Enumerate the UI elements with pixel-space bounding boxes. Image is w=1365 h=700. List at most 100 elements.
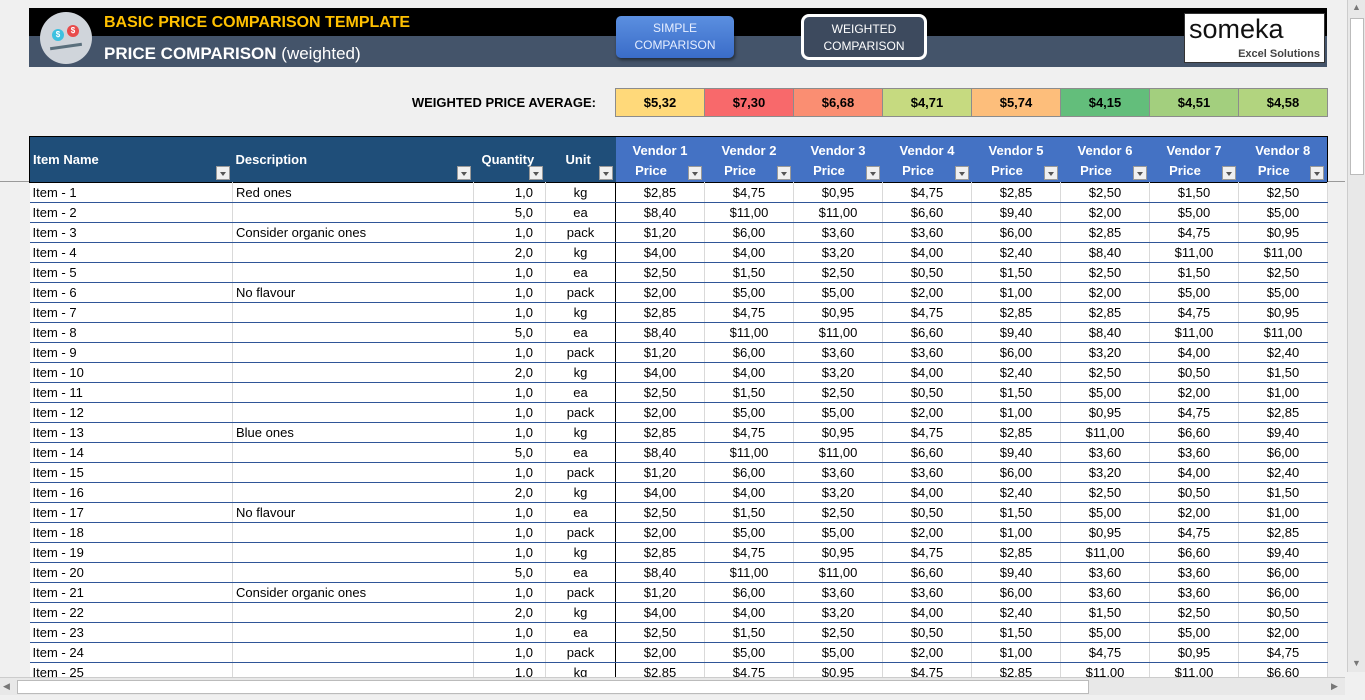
unit-cell[interactable]: pack (545, 282, 616, 303)
filter-dropdown-icon[interactable] (528, 166, 543, 180)
vendor-7-price-cell[interactable]: $0,50 (1149, 362, 1239, 383)
vendor-5-price-cell[interactable]: $2,85 (971, 182, 1061, 203)
quantity-cell[interactable]: 1,0 (473, 422, 546, 443)
quantity-cell[interactable]: 1,0 (473, 302, 546, 323)
vendor-4-price-cell[interactable]: $4,00 (882, 242, 972, 263)
item-name-cell[interactable]: Item - 14 (29, 442, 233, 463)
description-cell[interactable] (232, 382, 474, 403)
vendor-6-price-cell[interactable]: $8,40 (1060, 322, 1150, 343)
vendor-5-price-cell[interactable]: $1,50 (971, 622, 1061, 643)
vendor-5-price-cell[interactable]: $1,00 (971, 402, 1061, 423)
vendor-1-price-cell[interactable]: $2,85 (615, 422, 705, 443)
quantity-cell[interactable]: 2,0 (473, 242, 546, 263)
description-cell[interactable] (232, 362, 474, 383)
vendor-1-price-cell[interactable]: $2,00 (615, 402, 705, 423)
unit-cell[interactable]: kg (545, 542, 616, 563)
quantity-cell[interactable]: 1,0 (473, 582, 546, 603)
vendor-4-price-cell[interactable]: $2,00 (882, 282, 972, 303)
vendor-6-price-cell[interactable]: $0,95 (1060, 402, 1150, 423)
vendor-3-price-cell[interactable]: $2,50 (793, 502, 883, 523)
vendor-3-price-cell[interactable]: $5,00 (793, 642, 883, 663)
vendor-5-price-cell[interactable]: $6,00 (971, 342, 1061, 363)
vendor-8-price-cell[interactable]: $1,50 (1238, 362, 1328, 383)
vendor-5-price-cell[interactable]: $2,40 (971, 362, 1061, 383)
vendor-5-price-cell[interactable]: $9,40 (971, 442, 1061, 463)
vendor-1-price-cell[interactable]: $8,40 (615, 322, 705, 343)
quantity-cell[interactable]: 1,0 (473, 182, 546, 203)
item-name-cell[interactable]: Item - 13 (29, 422, 233, 443)
vendor-5-price-cell[interactable]: $2,40 (971, 242, 1061, 263)
scroll-left-icon[interactable]: ◀ (3, 681, 10, 691)
vendor-6-price-cell[interactable]: $2,50 (1060, 262, 1150, 283)
vendor-7-price-cell[interactable]: $4,00 (1149, 342, 1239, 363)
vendor-2-price-cell[interactable]: $6,00 (704, 462, 794, 483)
filter-dropdown-icon[interactable] (1310, 166, 1324, 180)
vendor-3-price-cell[interactable]: $11,00 (793, 442, 883, 463)
vendor-1-price-cell[interactable]: $8,40 (615, 562, 705, 583)
vendor-1-price-cell[interactable]: $1,20 (615, 222, 705, 243)
description-cell[interactable]: Consider organic ones (232, 222, 474, 243)
vendor-5-price-cell[interactable]: $6,00 (971, 462, 1061, 483)
vendor-5-price-cell[interactable]: $2,85 (971, 422, 1061, 443)
quantity-cell[interactable]: 5,0 (473, 322, 546, 343)
vendor-1-price-cell[interactable]: $2,85 (615, 542, 705, 563)
vendor-8-price-cell[interactable]: $2,85 (1238, 402, 1328, 423)
vendor-5-price-cell[interactable]: $9,40 (971, 322, 1061, 343)
vendor-3-price-cell[interactable]: $3,20 (793, 362, 883, 383)
unit-cell[interactable]: ea (545, 202, 616, 223)
quantity-cell[interactable]: 1,0 (473, 222, 546, 243)
quantity-cell[interactable]: 1,0 (473, 522, 546, 543)
vendor-7-price-cell[interactable]: $11,00 (1149, 242, 1239, 263)
vendor-4-price-cell[interactable]: $4,00 (882, 362, 972, 383)
vendor-8-price-cell[interactable]: $9,40 (1238, 422, 1328, 443)
vendor-2-price-cell[interactable]: $4,00 (704, 482, 794, 503)
quantity-cell[interactable]: 1,0 (473, 462, 546, 483)
vendor-7-price-cell[interactable]: $4,75 (1149, 522, 1239, 543)
vendor-6-price-cell[interactable]: $1,50 (1060, 602, 1150, 623)
vendor-4-price-cell[interactable]: $3,60 (882, 462, 972, 483)
vendor-4-price-cell[interactable]: $4,00 (882, 602, 972, 623)
unit-cell[interactable]: kg (545, 182, 616, 203)
vendor-1-price-cell[interactable]: $8,40 (615, 202, 705, 223)
filter-dropdown-icon[interactable] (776, 166, 791, 180)
vendor-6-price-cell[interactable]: $8,40 (1060, 242, 1150, 263)
item-name-cell[interactable]: Item - 17 (29, 502, 233, 523)
vendor-2-price-cell[interactable]: $4,75 (704, 302, 794, 323)
vendor-7-price-cell[interactable]: $3,60 (1149, 442, 1239, 463)
unit-cell[interactable]: kg (545, 602, 616, 623)
simple-comparison-button[interactable]: SIMPLE COMPARISON (616, 16, 734, 58)
scroll-right-icon[interactable]: ▶ (1331, 681, 1338, 691)
vendor-4-price-cell[interactable]: $4,75 (882, 182, 972, 203)
vendor-7-price-cell[interactable]: $5,00 (1149, 202, 1239, 223)
vendor-8-price-cell[interactable]: $11,00 (1238, 242, 1328, 263)
vendor-8-price-cell[interactable]: $0,50 (1238, 602, 1328, 623)
vendor-8-price-cell[interactable]: $2,00 (1238, 622, 1328, 643)
horizontal-scrollbar[interactable]: ◀ ▶ (0, 677, 1345, 695)
vendor-6-price-cell[interactable]: $2,50 (1060, 182, 1150, 203)
quantity-cell[interactable]: 1,0 (473, 642, 546, 663)
filter-dropdown-icon[interactable] (865, 166, 880, 180)
vendor-4-price-cell[interactable]: $0,50 (882, 262, 972, 283)
unit-cell[interactable]: pack (545, 642, 616, 663)
unit-cell[interactable]: kg (545, 242, 616, 263)
vendor-5-price-cell[interactable]: $2,40 (971, 482, 1061, 503)
description-cell[interactable] (232, 562, 474, 583)
vendor-8-price-cell[interactable]: $1,50 (1238, 482, 1328, 503)
vendor-3-price-cell[interactable]: $3,60 (793, 342, 883, 363)
item-name-cell[interactable]: Item - 22 (29, 602, 233, 623)
vendor-1-price-cell[interactable]: $4,00 (615, 602, 705, 623)
vendor-1-price-cell[interactable]: $2,85 (615, 302, 705, 323)
vendor-4-price-cell[interactable]: $4,75 (882, 542, 972, 563)
vendor-2-price-cell[interactable]: $11,00 (704, 202, 794, 223)
filter-dropdown-icon[interactable] (598, 166, 613, 180)
vendor-5-price-cell[interactable]: $1,50 (971, 502, 1061, 523)
vendor-8-price-cell[interactable]: $2,85 (1238, 522, 1328, 543)
vendor-3-price-cell[interactable]: $3,60 (793, 582, 883, 603)
someka-logo[interactable]: someka Excel Solutions (1184, 13, 1325, 63)
vendor-5-price-cell[interactable]: $1,00 (971, 522, 1061, 543)
filter-dropdown-icon[interactable] (954, 166, 969, 180)
vendor-1-price-cell[interactable]: $4,00 (615, 482, 705, 503)
vendor-7-price-cell[interactable]: $11,00 (1149, 322, 1239, 343)
vendor-7-price-cell[interactable]: $4,00 (1149, 462, 1239, 483)
item-name-cell[interactable]: Item - 3 (29, 222, 233, 243)
